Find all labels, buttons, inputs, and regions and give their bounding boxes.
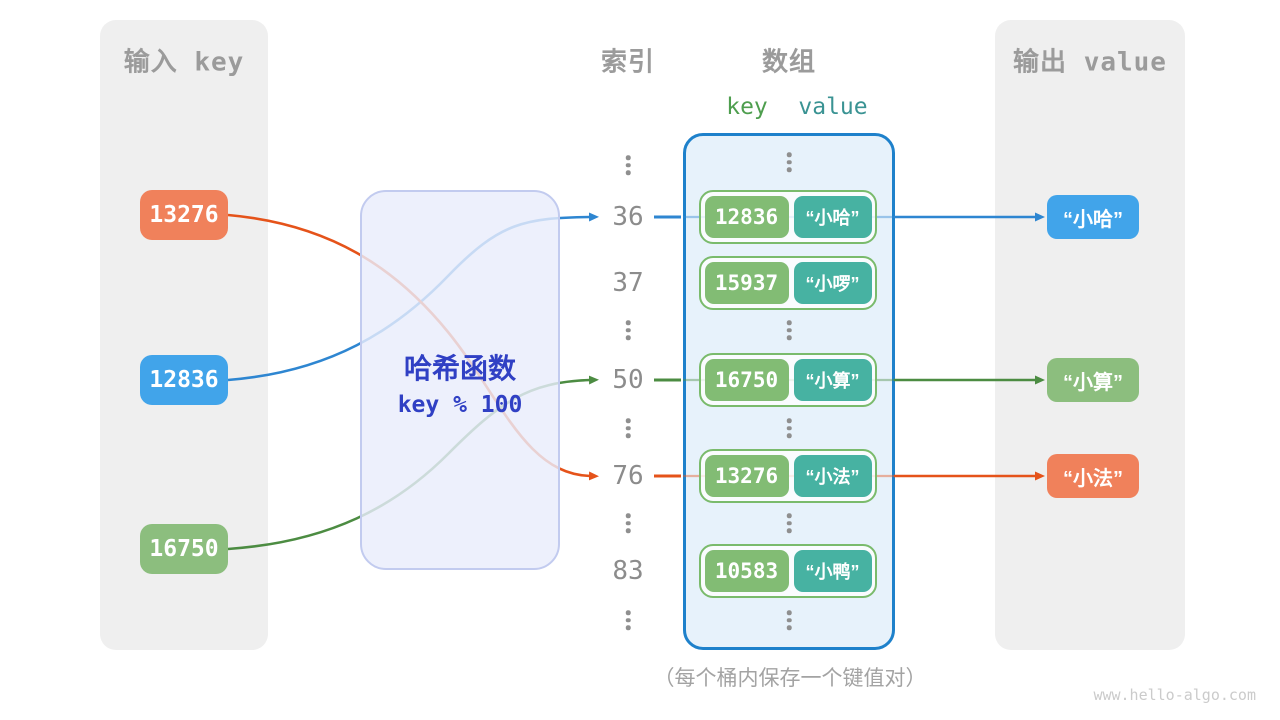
hash-function-box: 哈希函数 key % 100	[360, 190, 560, 570]
output-value-xiaosuan: “小算”	[1047, 358, 1139, 402]
bucket-row: 16750 “小算”	[699, 353, 877, 407]
hash-function-title: 哈希函数	[403, 353, 517, 384]
output-value-xiaofa: “小法”	[1047, 454, 1139, 498]
index-column-header: 索引	[600, 47, 656, 78]
ellipsis-dots	[625, 607, 631, 633]
output-value-xiaoha: “小哈”	[1047, 195, 1139, 239]
index-76: 76	[612, 461, 644, 491]
index-37: 37	[612, 268, 644, 298]
bucket-value: “小算”	[793, 359, 872, 401]
bucket-value: “小啰”	[793, 262, 872, 304]
watermark: www.hello-algo.com	[1093, 686, 1256, 704]
bucket-value: “小鸭”	[793, 550, 872, 592]
bucket-key: 10583	[704, 550, 789, 592]
ellipsis-dots	[625, 510, 631, 536]
input-key-12836: 12836	[140, 355, 228, 405]
ellipsis-dots	[625, 152, 631, 178]
ellipsis-dots	[786, 510, 792, 536]
ellipsis-dots	[786, 415, 792, 441]
bucket-row: 13276 “小法”	[699, 449, 877, 503]
input-key-13276: 13276	[140, 190, 228, 240]
bucket-row: 10583 “小鸭”	[699, 544, 877, 598]
index-36: 36	[612, 202, 644, 232]
bucket-key: 12836	[704, 196, 789, 238]
ellipsis-dots	[786, 149, 792, 175]
bucket-value: “小法”	[793, 455, 872, 497]
ellipsis-dots	[625, 317, 631, 343]
bucket-value: “小哈”	[793, 196, 872, 238]
index-50: 50	[612, 365, 644, 395]
caption: （每个桶内保存一个键值对）	[653, 667, 927, 690]
bucket-row: 15937 “小啰”	[699, 256, 877, 310]
array-key-header: key	[726, 94, 768, 120]
ellipsis-dots	[625, 415, 631, 441]
ellipsis-dots	[786, 317, 792, 343]
input-key-16750: 16750	[140, 524, 228, 574]
ellipsis-dots	[786, 607, 792, 633]
input-panel-title: 输入 key	[123, 47, 245, 78]
output-panel-title: 输出 value	[1013, 47, 1167, 78]
bucket-key: 15937	[704, 262, 789, 304]
array-value-header: value	[798, 94, 868, 120]
output-panel	[995, 20, 1185, 650]
index-83: 83	[612, 556, 644, 586]
hash-function-formula: key % 100	[397, 392, 523, 418]
array-column-header: 数组	[761, 47, 817, 78]
bucket-key: 16750	[704, 359, 789, 401]
bucket-key: 13276	[704, 455, 789, 497]
bucket-row: 12836 “小哈”	[699, 190, 877, 244]
